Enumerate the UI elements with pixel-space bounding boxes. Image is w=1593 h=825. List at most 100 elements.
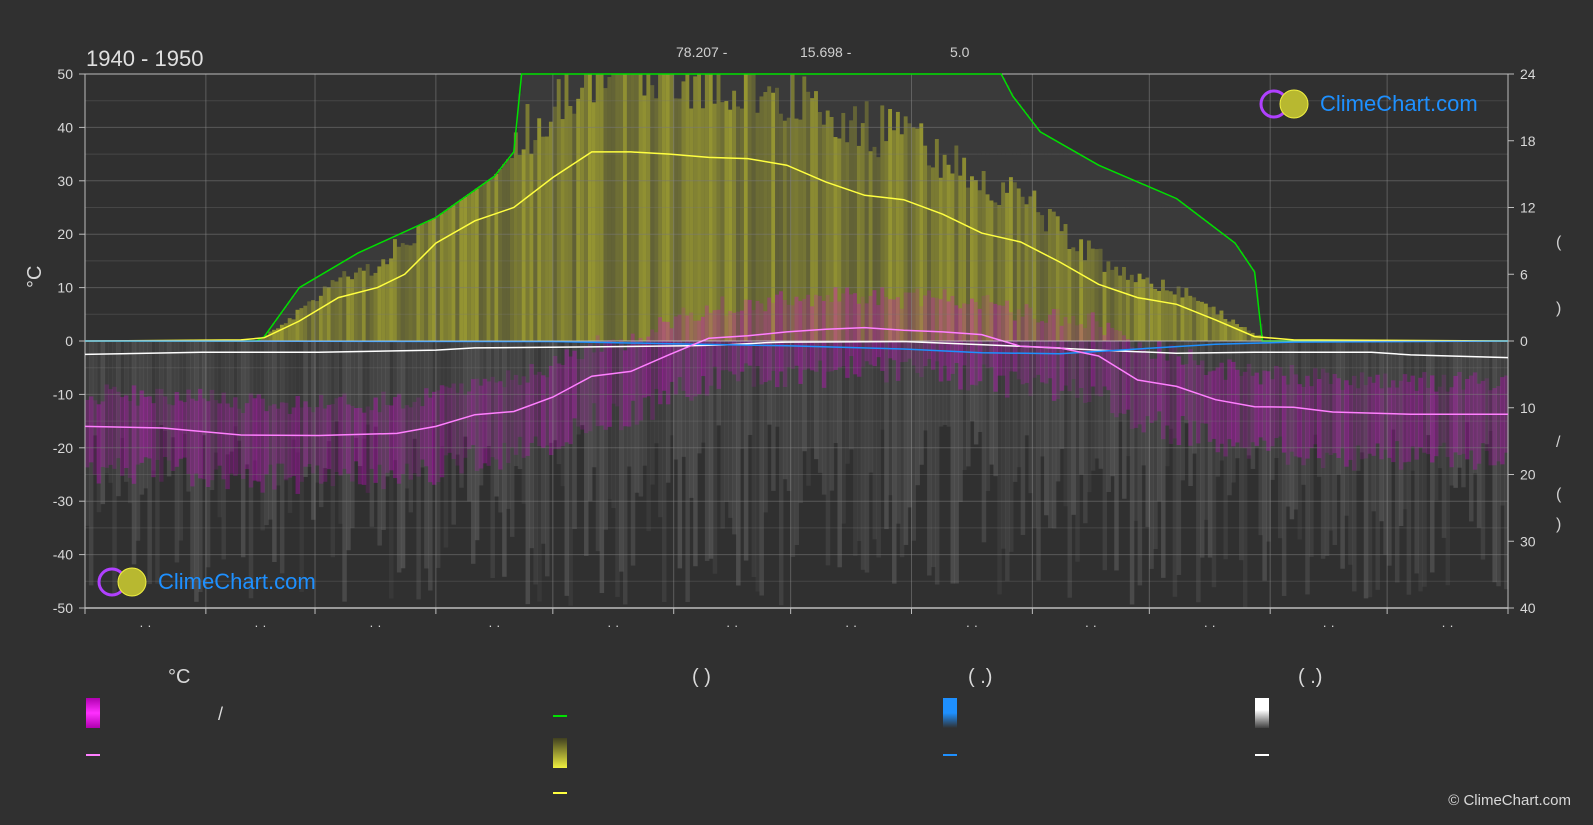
precipitation-band [385, 341, 390, 477]
temperature-band [790, 305, 796, 369]
sunshine-band [1024, 204, 1030, 341]
precipitation-band [969, 341, 975, 422]
precipitation-band [408, 341, 414, 513]
temperature-band [498, 381, 503, 470]
precipitation-band [1422, 341, 1427, 587]
temperature-band [1363, 385, 1369, 459]
sunshine-band [1090, 248, 1096, 341]
temperature-band [221, 392, 226, 480]
sunshine-band [724, 100, 729, 341]
daylight-band [1016, 103, 1022, 341]
precipitation-band [915, 341, 920, 486]
daylight-band [755, 74, 761, 341]
precipitation-band [677, 341, 683, 569]
precipitation-band [673, 341, 679, 460]
temperature-band [958, 308, 963, 390]
left-tick-label: 30 [57, 173, 73, 189]
sunshine-band [853, 106, 858, 341]
precipitation-band [1305, 341, 1310, 595]
sunshine-band [927, 165, 932, 341]
sunshine-band [490, 177, 495, 341]
temperature-band [1207, 371, 1213, 442]
precipitation-band [1086, 341, 1092, 493]
daylight-band [1164, 194, 1170, 341]
sunshine-band [459, 199, 464, 341]
temperature-band [1024, 304, 1030, 383]
temperature-band [1465, 378, 1470, 460]
sunshine-band [876, 157, 881, 341]
sunshine-band [654, 98, 659, 341]
precipitation-band [346, 341, 351, 551]
sunshine-band [1161, 279, 1166, 341]
precipitation-band [895, 341, 901, 524]
precipitation-band [1075, 341, 1080, 562]
precipitation-band [1235, 341, 1240, 459]
temperature-band [198, 388, 203, 479]
copyright: © ClimeChart.com [1448, 792, 1571, 809]
precipitation-band [412, 341, 417, 439]
precipitation-band [455, 341, 460, 455]
temperature-band [416, 397, 421, 477]
temperature-band [778, 291, 784, 372]
precipitation-band [1059, 341, 1065, 449]
daylight-band [315, 277, 320, 341]
temperature-band [814, 294, 819, 372]
sunshine-band [268, 331, 273, 341]
precipitation-band [708, 341, 714, 559]
daylight-band [1044, 135, 1049, 341]
temperature-band [860, 296, 866, 367]
daylight-band [880, 74, 885, 341]
precipitation-band [1028, 341, 1033, 494]
daylight-band [716, 74, 722, 341]
sunshine-band [712, 103, 718, 341]
precipitation-band [1067, 341, 1072, 598]
daylight-band [572, 74, 577, 341]
temperature-band [1340, 389, 1345, 449]
legend-rain-mean-swatch [943, 754, 957, 756]
precipitation-band [704, 341, 710, 561]
precipitation-band [1071, 341, 1076, 515]
daylight-band [829, 74, 835, 341]
temperature-band [276, 408, 281, 464]
temperature-band [1426, 387, 1431, 455]
sunshine-band [677, 98, 683, 341]
brand-logo-bottom[interactable]: ClimeChart.com [96, 566, 316, 598]
sunshine-band [728, 109, 733, 341]
temperature-band [295, 396, 301, 494]
temperature-band [463, 394, 468, 458]
stat-2: 15.698 - [800, 44, 852, 60]
precipitation-band [1192, 341, 1197, 454]
brand-logo-top[interactable]: ClimeChart.com [1258, 88, 1478, 120]
daylight-band [509, 154, 515, 341]
daylight-band [954, 74, 959, 341]
precipitation-band [1394, 341, 1400, 583]
temperature-band [311, 412, 316, 474]
temperature-band [455, 392, 460, 466]
precipitation-band [127, 341, 133, 504]
sunshine-band [541, 136, 546, 341]
sunshine-band [1215, 314, 1221, 341]
precipitation-band [1172, 341, 1178, 597]
sunshine-band [1207, 307, 1213, 341]
precipitation-band [880, 341, 885, 430]
temperature-band [318, 395, 324, 484]
daylight-band [1254, 289, 1260, 341]
daylight-band [556, 74, 562, 341]
daylight-band [1047, 137, 1053, 341]
temperature-band [658, 317, 663, 405]
daylight-band [856, 74, 862, 341]
sunshine-band [856, 145, 862, 341]
precipitation-band [330, 341, 336, 558]
daylight-band [669, 74, 675, 341]
daylight-band [821, 74, 827, 341]
daylight-band [533, 74, 538, 341]
temperature-band [650, 329, 655, 420]
left-tick-label: -10 [53, 386, 73, 402]
precipitation-band [439, 341, 445, 447]
daylight-band [751, 74, 757, 341]
precipitation-band [1387, 341, 1392, 566]
daylight-band [334, 265, 340, 341]
daylight-band [330, 268, 336, 341]
sunshine-band [661, 74, 667, 341]
precipitation-band [1313, 341, 1318, 435]
